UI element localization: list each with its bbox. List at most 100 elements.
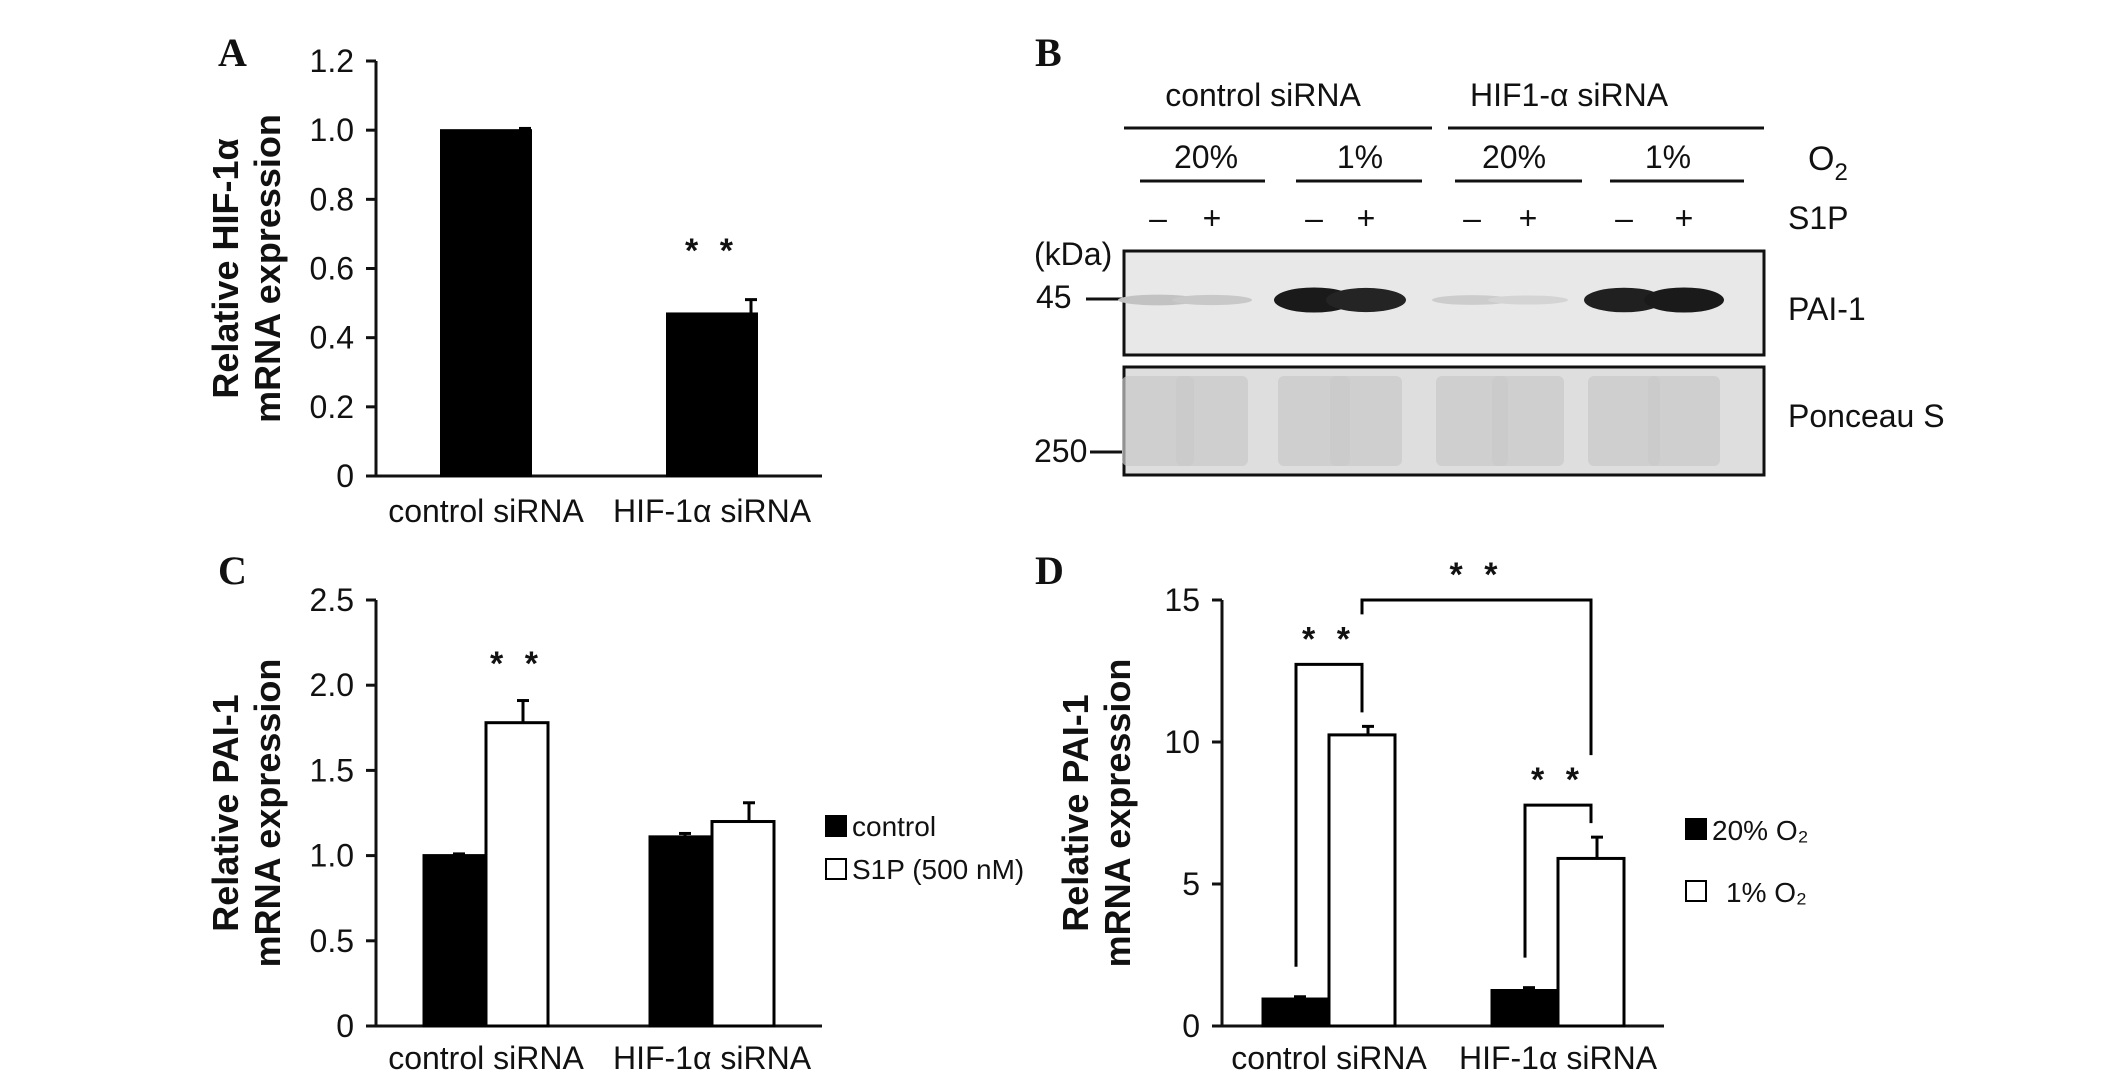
s1p-sign: – xyxy=(1149,200,1167,236)
bar xyxy=(710,820,776,1028)
bar xyxy=(1556,856,1626,1028)
y-axis-label-line1: Relative PAI-1 xyxy=(205,694,246,931)
bar xyxy=(484,721,550,1028)
blot-group-label-hif: HIF1-α siRNA xyxy=(1470,77,1669,113)
blot-o2-row-label: O2 xyxy=(1808,140,1848,186)
bar xyxy=(666,312,758,478)
blot-marker-250: 250 xyxy=(1034,433,1087,469)
y-tick-label: 2.0 xyxy=(310,667,354,703)
y-tick-label: 1.0 xyxy=(310,112,354,148)
y-tick-label: 0 xyxy=(1182,1008,1200,1044)
significance-bracket xyxy=(1360,598,1593,756)
y-tick-label: 0.4 xyxy=(310,320,354,356)
chart-d: 0 5 10 15 Relative PAI-1 mRNA expression contr… xyxy=(1055,556,1664,1072)
bar xyxy=(1490,989,1560,1028)
y-tick-label: 10 xyxy=(1164,724,1200,760)
bar xyxy=(648,835,714,1028)
x-category-label: HIF-1α siRNA xyxy=(613,493,812,529)
bar xyxy=(440,129,532,478)
panel-label-d: D xyxy=(1035,548,1064,593)
blot-o2-label-3: 20% xyxy=(1482,139,1546,175)
blot-s1p-signs: – + – + – + – + xyxy=(1149,200,1693,236)
pai1-band xyxy=(1326,287,1406,313)
legend-label-s1p: S1P (500 nM) xyxy=(852,854,1024,885)
blot-pai1-label: PAI-1 xyxy=(1788,291,1866,327)
s1p-sign: – xyxy=(1615,200,1633,236)
panel-label-b: B xyxy=(1035,30,1062,75)
y-tick-label: 1.5 xyxy=(310,752,354,788)
legend-d: 20% O₂ 1% O₂ xyxy=(1685,815,1808,908)
blot-kda-label: (kDa) xyxy=(1034,236,1112,272)
significance-bracket xyxy=(1294,662,1364,967)
y-tick-label: 0.5 xyxy=(310,923,354,959)
s1p-sign: + xyxy=(1203,200,1222,236)
s1p-sign: + xyxy=(1675,200,1694,236)
blot-group-label-control: control siRNA xyxy=(1165,77,1361,113)
legend-swatch-1pct xyxy=(1685,880,1707,902)
y-tick-label: 0.8 xyxy=(310,181,354,217)
legend-swatch-s1p xyxy=(825,858,847,880)
s1p-sign: + xyxy=(1357,200,1376,236)
ponceau-lane xyxy=(1588,376,1660,466)
s1p-sign: – xyxy=(1463,200,1481,236)
y-tick-label: 0.2 xyxy=(310,389,354,425)
y-tick-label: 1.2 xyxy=(310,43,354,79)
blot-marker-45: 45 xyxy=(1036,279,1072,315)
blot-ponceau-lanes xyxy=(1122,376,1720,466)
x-category-label: HIF-1α siRNA xyxy=(1459,1040,1658,1072)
x-category-label: control siRNA xyxy=(388,1040,584,1072)
blot-s1p-row-label: S1P xyxy=(1788,200,1848,236)
y-tick-label: 2.5 xyxy=(310,582,354,618)
pai1-band xyxy=(1644,287,1724,313)
y-tick-label: 0 xyxy=(336,458,354,494)
bar xyxy=(1327,733,1397,1028)
y-axis-label-line2: mRNA expression xyxy=(247,659,288,968)
legend-label-20pct: 20% O₂ xyxy=(1712,815,1808,846)
significance-marker: * * xyxy=(490,645,544,683)
ponceau-lane xyxy=(1176,376,1248,466)
ponceau-lane xyxy=(1330,376,1402,466)
legend-label-1pct: 1% O₂ xyxy=(1726,877,1807,908)
s1p-sign: – xyxy=(1305,200,1323,236)
legend-c: control S1P (500 nM) xyxy=(825,811,1024,885)
x-category-label: HIF-1α siRNA xyxy=(613,1040,812,1072)
y-tick-label: 5 xyxy=(1182,866,1200,902)
ponceau-lane xyxy=(1436,376,1508,466)
ponceau-lane xyxy=(1492,376,1564,466)
x-category-label: control siRNA xyxy=(1231,1040,1427,1072)
chart-c: 0 0.5 1.0 1.5 2.0 2.5 Relative PAI-1 mRNA expre… xyxy=(205,582,822,1072)
y-tick-label: 0.6 xyxy=(310,251,354,287)
y-tick-label: 1.0 xyxy=(310,838,354,874)
legend-label-control: control xyxy=(852,811,936,842)
y-axis-label-line1: Relative HIF-1α xyxy=(205,138,246,398)
ponceau-lane xyxy=(1648,376,1720,466)
pai1-band xyxy=(1172,294,1252,306)
x-category-label: control siRNA xyxy=(388,493,584,529)
blot-o2-label-2: 1% xyxy=(1337,139,1383,175)
pai1-band xyxy=(1488,295,1568,305)
panel-label-a: A xyxy=(218,30,247,75)
legend-swatch-control xyxy=(825,815,847,837)
bar xyxy=(1261,997,1331,1028)
significance-marker: * * xyxy=(685,232,739,270)
bar xyxy=(422,854,488,1028)
blot-pai1-bands xyxy=(1118,287,1724,313)
significance-bracket xyxy=(1523,803,1593,958)
western-blot: control siRNA HIF1-α siRNA 20% 1% 20% 1%… xyxy=(1034,77,1945,477)
chart-a: 0 0.2 0.4 0.6 0.8 1.0 1.2 Relative HIF-1α mRNA e… xyxy=(205,43,822,529)
y-tick-label: 15 xyxy=(1164,582,1200,618)
y-axis-label-line2: mRNA expression xyxy=(247,114,288,423)
y-axis-label-line2: mRNA expression xyxy=(1097,659,1138,968)
blot-ponceau-label: Ponceau S xyxy=(1788,398,1945,434)
y-tick-label: 0 xyxy=(336,1008,354,1044)
blot-o2-label-1: 20% xyxy=(1174,139,1238,175)
blot-o2-label-4: 1% xyxy=(1645,139,1691,175)
significance-marker: * * xyxy=(1531,761,1585,799)
s1p-sign: + xyxy=(1519,200,1538,236)
pai1-band xyxy=(1584,287,1664,313)
panel-label-c: C xyxy=(218,548,247,593)
significance-marker: * * xyxy=(1450,556,1504,594)
legend-swatch-20pct xyxy=(1685,818,1707,840)
y-axis-label-line1: Relative PAI-1 xyxy=(1055,694,1096,931)
